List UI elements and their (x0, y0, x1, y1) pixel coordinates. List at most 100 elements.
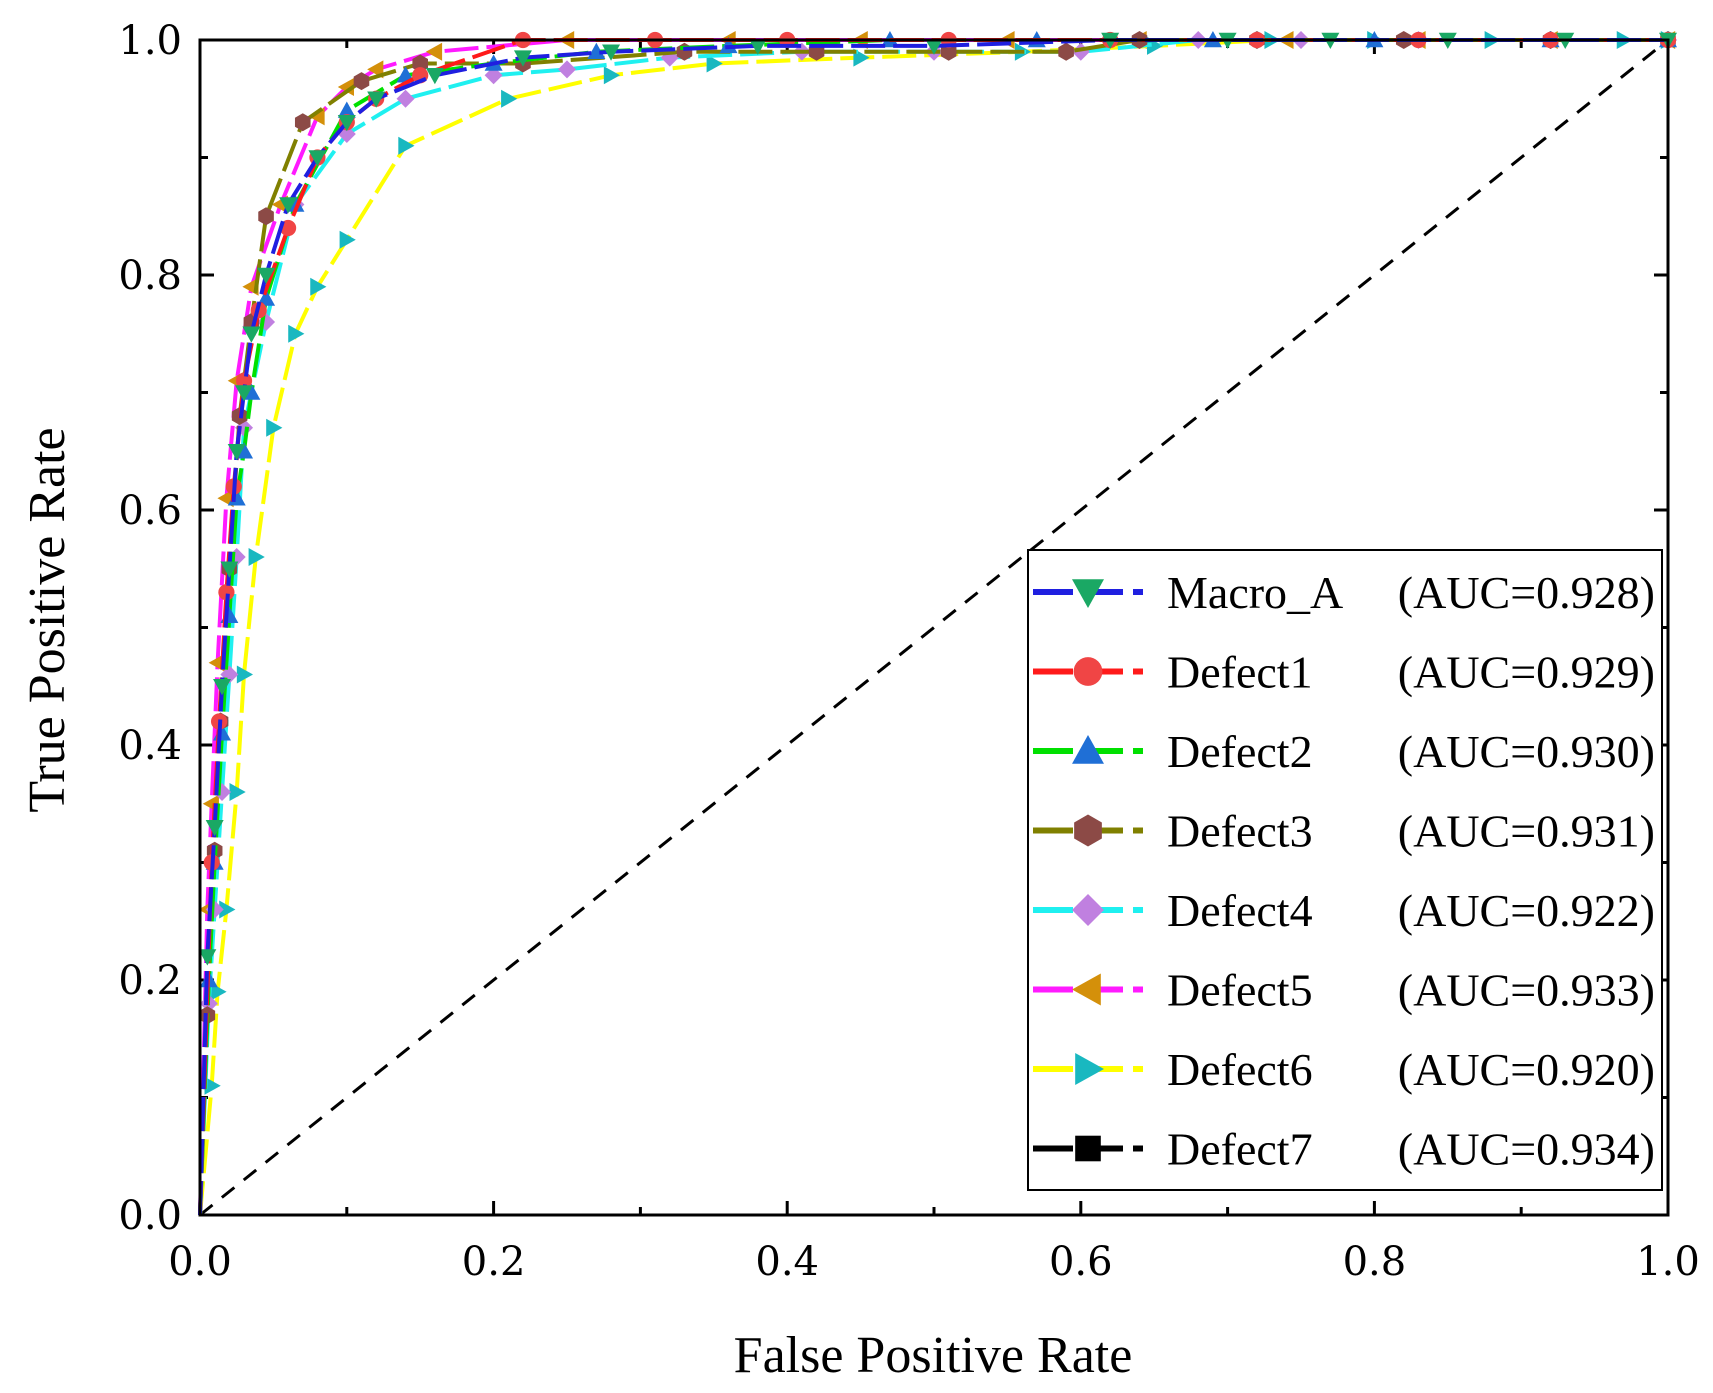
legend-marker-defect7 (1075, 1135, 1101, 1162)
legend-auc-defect7: (AUC=0.934) (1398, 1124, 1655, 1175)
legend-marker-defect6 (1075, 1053, 1104, 1085)
legend-entry-defect2: Defect2 (AUC=0.930) (1033, 726, 1655, 777)
legend-marker-defect3 (1074, 814, 1102, 847)
data-point-defect5 (425, 42, 443, 61)
data-point-defect6 (236, 665, 254, 684)
legend-auc-defect6: (AUC=0.920) (1398, 1044, 1655, 1095)
data-point-defect6 (603, 66, 621, 85)
x-tick-label-3: 0.6 (1049, 1239, 1113, 1285)
data-point-macro-a (337, 115, 356, 132)
data-point-defect2 (396, 66, 415, 83)
data-point-macro-a (425, 68, 444, 85)
legend-label-defect1: Defect1 (1167, 647, 1313, 698)
y-tick-label-4: 0.8 (118, 253, 182, 299)
legend: Macro_A (AUC=0.928)Defect1 (AUC=0.929)Defe… (1027, 549, 1663, 1191)
y-axis-title: True Positive Rate (19, 427, 76, 812)
data-point-macro-a (308, 150, 327, 167)
data-point-macro-a (205, 820, 224, 837)
legend-label-defect6: Defect6 (1167, 1044, 1313, 1095)
legend-entry-defect7: Defect7 (AUC=0.934) (1033, 1124, 1655, 1175)
diagonal-reference-line (199, 38, 1669, 1217)
data-point-macro-a (242, 326, 261, 343)
legend-box (1027, 549, 1663, 1191)
legend-entry-defect5: Defect5 (AUC=0.933) (1033, 965, 1655, 1016)
y-tick-labels: 0.0 0.2 0.4 0.6 0.8 1.0 (118, 18, 182, 1239)
legend-auc-defect1: (AUC=0.929) (1398, 647, 1655, 698)
data-point-defect6 (339, 230, 356, 249)
y-tick-label-5: 1.0 (118, 18, 182, 64)
data-point-defect1 (218, 584, 235, 601)
data-point-macro-a (257, 267, 276, 284)
y-tick-label-3: 0.6 (118, 488, 182, 534)
legend-marker-defect5 (1072, 973, 1101, 1006)
data-point-macro-a (213, 679, 232, 696)
y-tick-label-2: 0.4 (118, 723, 182, 769)
x-tick-label-2: 0.4 (755, 1239, 819, 1285)
x-tick-label-1: 0.2 (462, 1239, 526, 1285)
legend-auc-defect5: (AUC=0.933) (1398, 965, 1655, 1016)
data-point-defect6 (210, 982, 227, 1001)
legend-auc-defect4: (AUC=0.922) (1398, 885, 1655, 936)
legend-auc-defect3: (AUC=0.931) (1398, 806, 1655, 857)
y-tick-label-1: 0.2 (118, 958, 182, 1004)
data-point-defect6 (310, 277, 327, 296)
data-point-macro-a (235, 385, 254, 402)
legend-marker-defect4 (1072, 894, 1104, 926)
data-point-defect6 (706, 54, 723, 73)
data-point-macro-a (220, 561, 239, 578)
legend-entry-macro-a: Macro_A (AUC=0.928) (1033, 567, 1655, 618)
legend-entry-defect3: Defect3 (AUC=0.931) (1033, 806, 1655, 857)
legend-entry-defect4: Defect4 (AUC=0.922) (1033, 885, 1655, 936)
data-point-macro-a (602, 44, 621, 61)
data-point-defect6 (501, 89, 518, 108)
legend-label-defect7: Defect7 (1167, 1124, 1313, 1175)
legend-marker-defect2 (1072, 735, 1104, 764)
data-point-macro-a (279, 197, 298, 214)
x-tick-labels: 0.0 0.2 0.4 0.6 0.8 1.0 (168, 1239, 1700, 1285)
data-point-defect6 (229, 783, 246, 801)
data-point-macro-a (198, 949, 217, 966)
data-point-defect1 (235, 372, 253, 389)
legend-auc-macro-a: (AUC=0.928) (1398, 567, 1655, 618)
x-tick-label-4: 0.8 (1343, 1239, 1407, 1285)
plot-frame (198, 38, 1670, 1217)
data-point-defect4 (396, 89, 415, 108)
legend-label-defect3: Defect3 (1167, 806, 1313, 857)
data-point-defect2 (719, 36, 738, 54)
data-point-macro-a (748, 38, 767, 55)
data-point-defect3 (294, 113, 311, 132)
data-point-defect6 (398, 136, 415, 155)
legend-label-defect4: Defect4 (1167, 885, 1313, 936)
data-point-defect6 (288, 324, 305, 343)
legend-auc-defect2: (AUC=0.930) (1398, 726, 1655, 777)
x-tick-label-0: 0.0 (168, 1239, 232, 1285)
data-point-defect3 (1058, 42, 1074, 61)
x-axis-title: False Positive Rate (734, 1327, 1133, 1384)
legend-label-defect2: Defect2 (1167, 726, 1313, 777)
x-tick-label-5: 1.0 (1636, 1239, 1700, 1285)
data-point-defect2 (337, 101, 356, 118)
legend-marker-defect1 (1073, 657, 1103, 686)
legend-label-defect5: Defect5 (1167, 965, 1313, 1016)
data-point-defect2 (587, 42, 606, 59)
data-point-macro-a (925, 38, 943, 55)
legend-label-macro-a: Macro_A (1167, 567, 1343, 618)
data-point-defect6 (219, 900, 236, 919)
data-point-defect3 (353, 72, 370, 91)
data-point-macro-a (227, 444, 246, 461)
legend-entry-defect6: Defect6 (AUC=0.920) (1033, 1044, 1655, 1095)
data-point-defect3 (258, 207, 274, 226)
data-point-defect4 (484, 66, 503, 85)
data-point-defect6 (266, 418, 283, 437)
data-point-macro-a (367, 91, 386, 108)
data-point-defect2 (257, 289, 276, 306)
y-tick-label-0: 0.0 (118, 1193, 182, 1239)
plot-border (198, 38, 1670, 1217)
legend-entry-defect1: Defect1 (AUC=0.929) (1033, 647, 1655, 698)
data-point-defect6 (204, 1076, 221, 1095)
data-point-macro-a (513, 50, 532, 67)
data-point-defect4 (558, 60, 576, 79)
data-point-defect6 (248, 548, 265, 566)
data-point-defect3 (412, 54, 428, 73)
